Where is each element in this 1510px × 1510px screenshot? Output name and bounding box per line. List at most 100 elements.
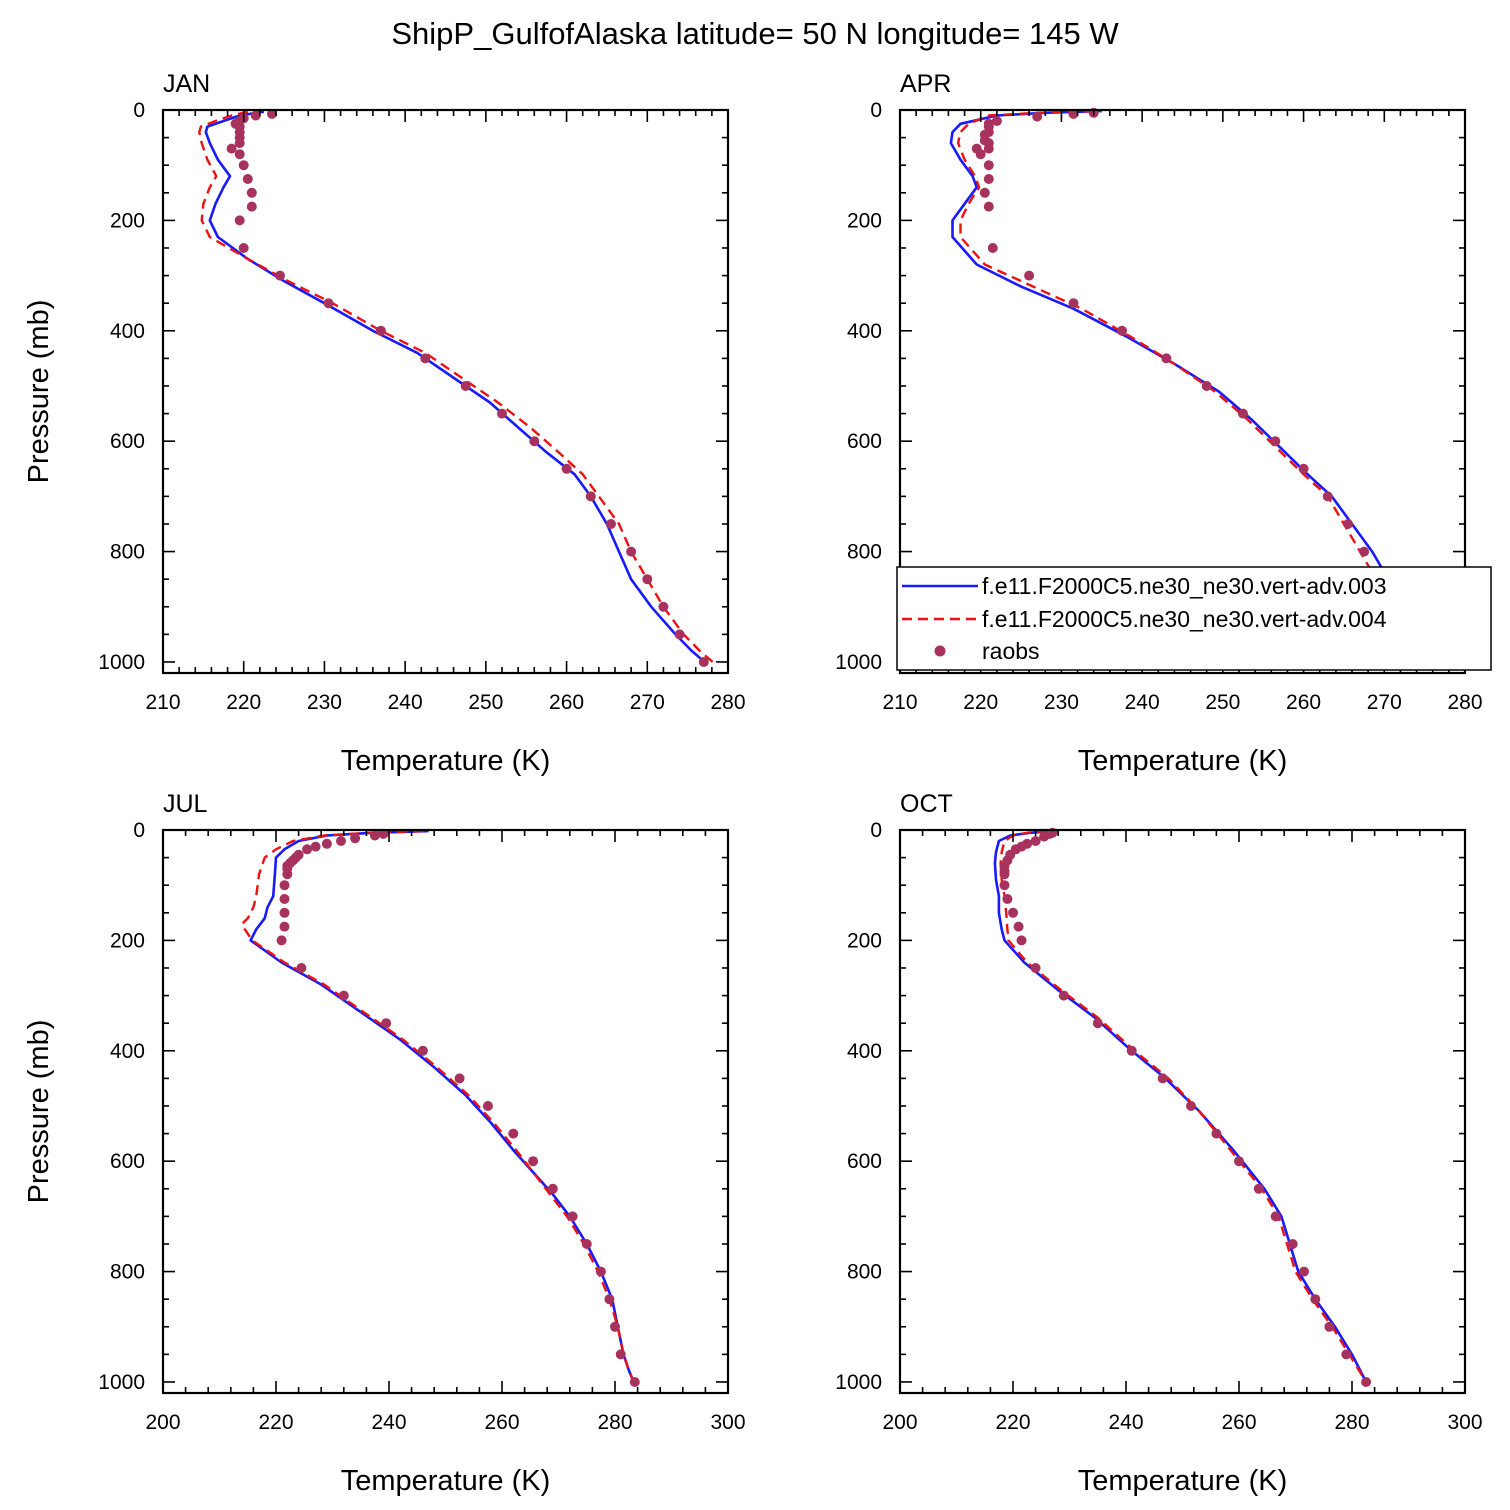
raobs-point	[983, 201, 994, 212]
raobs-point	[242, 174, 253, 184]
raobs-point	[246, 201, 257, 212]
x-tick-label: 230	[1044, 691, 1079, 714]
raobs-point	[1270, 1211, 1281, 1222]
panel-label: APR	[900, 70, 951, 98]
y-tick-label: 200	[110, 929, 145, 952]
raobs-point	[1008, 907, 1018, 918]
series-line-003	[249, 829, 637, 1386]
x-tick-label: 200	[882, 1411, 917, 1434]
raobs-point	[1201, 381, 1212, 391]
raobs-point	[1039, 831, 1050, 842]
y-tick-label: 800	[110, 541, 145, 564]
raobs-point	[1161, 353, 1172, 364]
raobs-point	[1030, 836, 1041, 846]
x-tick-label: 260	[549, 691, 584, 714]
plot-frame	[898, 108, 1467, 675]
raobs-point	[497, 408, 507, 419]
raobs-point	[302, 844, 313, 855]
x-tick-label: 250	[1205, 691, 1240, 714]
raobs-point	[323, 298, 334, 309]
raobs-point	[350, 833, 361, 844]
raobs-point	[1298, 463, 1309, 474]
x-tick-label: 270	[630, 691, 665, 714]
raobs-point	[226, 143, 237, 154]
legend-box	[896, 566, 1492, 671]
raobs-point	[482, 1101, 493, 1111]
raobs-point	[1030, 963, 1041, 973]
raobs-point	[1211, 1128, 1222, 1139]
raobs-point	[529, 436, 540, 447]
y-tick-label: 600	[847, 430, 882, 453]
raobs-point	[1359, 546, 1370, 557]
x-tick-label: 240	[1108, 1411, 1143, 1434]
raobs-point	[642, 574, 653, 585]
raobs-point	[999, 880, 1010, 891]
raobs-point	[246, 187, 257, 198]
x-tick-label: 200	[145, 1411, 180, 1434]
legend-swatch-raobs	[934, 645, 946, 657]
raobs-point	[1157, 1073, 1168, 1084]
plot-frame	[898, 828, 1467, 1395]
series-line-003	[993, 829, 1368, 1383]
raobs-point	[698, 657, 709, 667]
raobs-point	[1058, 990, 1069, 1001]
x-tick-label: 280	[710, 691, 745, 714]
y-tick-label: 0	[870, 819, 882, 842]
raobs-point	[1253, 1183, 1264, 1194]
raobs-point	[1324, 1321, 1335, 1332]
raobs-point	[338, 990, 349, 1001]
raobs-point	[1361, 1377, 1372, 1387]
x-tick-label: 280	[1447, 691, 1482, 714]
raobs-point	[1341, 1349, 1352, 1360]
y-tick-label: 0	[870, 99, 882, 122]
raobs-point	[991, 116, 1002, 126]
x-tick-label: 270	[1367, 691, 1402, 714]
x-tick-label: 260	[484, 1411, 519, 1434]
y-tick-label: 0	[133, 99, 145, 122]
raobs-point	[1117, 325, 1127, 336]
raobs-point	[1092, 1018, 1103, 1029]
raobs-point	[975, 149, 986, 160]
y-tick-label: 800	[847, 1261, 882, 1284]
x-axis-label: Temperature (K)	[341, 1465, 551, 1497]
raobs-point	[369, 830, 380, 841]
raobs-point	[1234, 1156, 1244, 1167]
raobs-point	[1322, 491, 1333, 502]
raobs-point	[279, 880, 290, 891]
raobs-point	[1287, 1239, 1298, 1249]
raobs-point	[1024, 270, 1035, 281]
raobs-point	[375, 325, 386, 336]
series-line-003	[204, 110, 709, 666]
series-line-004	[999, 829, 1368, 1383]
raobs-point	[983, 160, 994, 171]
series-line-003	[949, 109, 1446, 663]
y-tick-label: 400	[110, 1040, 145, 1063]
x-axis-label: Temperature (K)	[1078, 1465, 1288, 1497]
raobs-point	[581, 1239, 592, 1249]
x-axis-label: Temperature (K)	[1078, 745, 1288, 777]
x-tick-label: 220	[963, 691, 998, 714]
panel-label: JAN	[163, 70, 210, 98]
x-tick-label: 300	[710, 1411, 745, 1434]
x-tick-label: 260	[1286, 691, 1321, 714]
y-tick-label: 600	[110, 1150, 145, 1173]
raobs-point	[310, 841, 321, 852]
raobs-point	[321, 838, 332, 849]
raobs-point	[508, 1128, 519, 1139]
raobs-point	[296, 963, 307, 973]
raobs-point	[279, 921, 290, 932]
raobs-point	[610, 1321, 620, 1332]
raobs-point	[454, 1073, 465, 1084]
x-tick-label: 220	[995, 1411, 1030, 1434]
raobs-point	[1186, 1101, 1196, 1111]
raobs-point	[234, 138, 245, 149]
raobs-point	[460, 381, 471, 391]
x-tick-label: 280	[1334, 1411, 1369, 1434]
raobs-point	[528, 1156, 539, 1167]
y-tick-label: 400	[110, 320, 145, 343]
y-tick-label: 200	[110, 209, 145, 232]
raobs-point	[234, 149, 245, 160]
